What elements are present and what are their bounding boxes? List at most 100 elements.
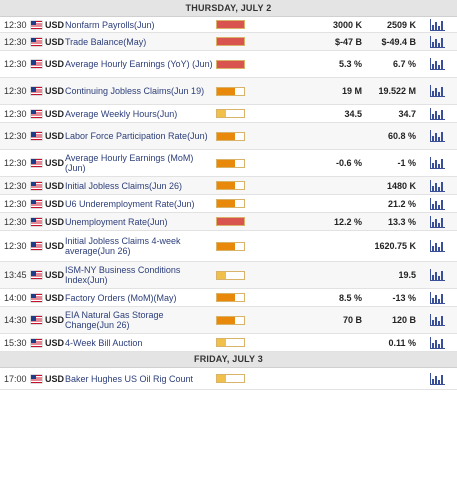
calendar-row[interactable]: 14:30 USD EIA Natural Gas Storage Change(J… — [0, 307, 457, 334]
bar-chart-icon[interactable] — [430, 107, 445, 120]
event-name[interactable]: Unemployment Rate(Jun) — [65, 213, 213, 230]
bar-chart-icon[interactable] — [430, 130, 445, 142]
event-link[interactable]: Initial Jobless Claims 4-week average(Ju… — [65, 236, 181, 256]
chart-button[interactable] — [430, 123, 446, 149]
calendar-row[interactable]: 12:30 USD Continuing Jobless Claims(Jun 19… — [0, 78, 457, 105]
calendar-row[interactable]: 17:00 USD Baker Hughes US Oil Rig Count — [0, 368, 457, 390]
event-link[interactable]: Nonfarm Payrolls(Jun) — [65, 19, 155, 30]
us-flag-icon — [31, 316, 42, 324]
currency-code: USD — [45, 270, 65, 280]
chart-button[interactable] — [430, 105, 446, 122]
event-link[interactable]: Initial Jobless Claims(Jun 26) — [65, 180, 183, 191]
event-name[interactable]: Continuing Jobless Claims(Jun 19) — [65, 78, 213, 104]
bar-chart-icon[interactable] — [430, 372, 445, 385]
impact-indicator — [216, 217, 245, 226]
flag-cell — [31, 195, 42, 212]
event-link[interactable]: EIA Natural Gas Storage Change(Jun 26) — [65, 310, 164, 330]
impact-segment — [217, 21, 226, 28]
impact-segment — [226, 182, 235, 189]
bar-chart-icon[interactable] — [430, 269, 445, 281]
chart-button[interactable] — [430, 78, 446, 104]
actual-value: 70 B — [342, 315, 362, 325]
event-name[interactable]: ISM-NY Business Conditions Index(Jun) — [65, 262, 213, 288]
event-name[interactable]: Average Hourly Earnings (YoY) (Jun) — [65, 51, 213, 77]
chart-button[interactable] — [430, 334, 446, 351]
us-flag-icon — [31, 217, 42, 226]
calendar-row[interactable]: 13:45 USD ISM-NY Business Conditions Index… — [0, 262, 457, 289]
bar-chart-icon[interactable] — [430, 314, 445, 326]
event-name[interactable]: Initial Jobless Claims 4-week average(Ju… — [65, 231, 213, 261]
bar-chart-icon[interactable] — [430, 215, 445, 228]
event-link[interactable]: Average Hourly Earnings (YoY) (Jun) — [65, 59, 213, 69]
event-name[interactable]: 4-Week Bill Auction — [65, 334, 213, 351]
currency-code: USD — [45, 19, 65, 30]
event-link[interactable]: Trade Balance(May) — [65, 36, 147, 47]
event-name[interactable]: EIA Natural Gas Storage Change(Jun 26) — [65, 307, 213, 333]
event-link[interactable]: Factory Orders (MoM)(May) — [65, 292, 177, 303]
impact-cell — [216, 150, 246, 176]
chart-button[interactable] — [430, 17, 446, 32]
calendar-row[interactable]: 12:30 USD Average Weekly Hours(Jun) 34.5 34.… — [0, 105, 457, 123]
calendar-row[interactable]: 14:00 USD Factory Orders (MoM)(May) 8.5 % -1… — [0, 289, 457, 307]
bar-chart-icon[interactable] — [430, 157, 445, 169]
event-name[interactable]: U6 Underemployment Rate(Jun) — [65, 195, 213, 212]
event-name[interactable]: Nonfarm Payrolls(Jun) — [65, 17, 213, 32]
event-link[interactable]: 4-Week Bill Auction — [65, 337, 143, 348]
event-name[interactable]: Average Hourly Earnings (MoM) (Jun) — [65, 150, 213, 176]
previous-value: 0.11 % — [388, 337, 416, 348]
us-flag-icon — [31, 20, 42, 29]
flag-cell — [31, 78, 42, 104]
event-link[interactable]: Unemployment Rate(Jun) — [65, 216, 168, 227]
calendar-row[interactable]: 12:30 USD Trade Balance(May) $-47 B $-49.4 B — [0, 33, 457, 51]
calendar-row[interactable]: 12:30 USD Average Hourly Earnings (MoM) (J… — [0, 150, 457, 177]
bar-chart-icon[interactable] — [430, 58, 445, 70]
chart-button[interactable] — [430, 51, 446, 77]
bar-chart-icon[interactable] — [430, 336, 445, 349]
chart-button[interactable] — [430, 289, 446, 306]
event-name[interactable]: Trade Balance(May) — [65, 33, 213, 50]
event-link[interactable]: Continuing Jobless Claims(Jun 19) — [65, 86, 205, 96]
chart-button[interactable] — [430, 231, 446, 261]
bar-chart-icon[interactable] — [430, 291, 445, 304]
calendar-row[interactable]: 12:30 USD Initial Jobless Claims(Jun 26) 14… — [0, 177, 457, 195]
bar-chart-icon[interactable] — [430, 85, 445, 97]
event-time: 12:30 — [4, 241, 27, 251]
event-name[interactable]: Factory Orders (MoM)(May) — [65, 289, 213, 306]
chart-button[interactable] — [430, 213, 446, 230]
event-name[interactable]: Labor Force Participation Rate(Jun) — [65, 123, 213, 149]
chart-button[interactable] — [430, 150, 446, 176]
calendar-row[interactable]: 12:30 USD Nonfarm Payrolls(Jun) 3000 K 2509 … — [0, 17, 457, 33]
calendar-row[interactable]: 12:30 USD Average Hourly Earnings (YoY) (J… — [0, 51, 457, 78]
bar-chart-icon[interactable] — [430, 35, 445, 48]
event-link[interactable]: Baker Hughes US Oil Rig Count — [65, 373, 194, 384]
event-link[interactable]: Average Hourly Earnings (MoM) (Jun) — [65, 153, 194, 173]
chart-button[interactable] — [430, 195, 446, 212]
event-link[interactable]: Labor Force Participation Rate(Jun) — [65, 131, 208, 141]
actual-value: 34.5 — [344, 108, 362, 119]
us-flag-icon — [31, 87, 42, 95]
event-link[interactable]: ISM-NY Business Conditions Index(Jun) — [65, 265, 181, 285]
chart-button[interactable] — [430, 262, 446, 288]
bar-chart-icon[interactable] — [430, 240, 445, 252]
bar-chart-icon[interactable] — [430, 179, 445, 192]
chart-button[interactable] — [430, 177, 446, 194]
calendar-row[interactable]: 12:30 USD Unemployment Rate(Jun) 12.2 % 13.3… — [0, 213, 457, 231]
bar-chart-icon[interactable] — [430, 197, 445, 210]
event-time: 12:30 — [4, 19, 27, 30]
event-name[interactable]: Average Weekly Hours(Jun) — [65, 105, 213, 122]
event-name[interactable]: Initial Jobless Claims(Jun 26) — [65, 177, 213, 194]
calendar-row[interactable]: 15:30 USD 4-Week Bill Auction 0.11 % — [0, 334, 457, 352]
event-name[interactable]: Baker Hughes US Oil Rig Count — [65, 368, 213, 389]
chart-button[interactable] — [430, 33, 446, 50]
calendar-row[interactable]: 12:30 USD Labor Force Participation Rate(J… — [0, 123, 457, 150]
event-link[interactable]: Average Weekly Hours(Jun) — [65, 108, 178, 119]
previous-value: -1 % — [397, 158, 416, 168]
calendar-row[interactable]: 12:30 USD Initial Jobless Claims 4-week av… — [0, 231, 457, 262]
calendar-row[interactable]: 12:30 USD U6 Underemployment Rate(Jun) 21.2… — [0, 195, 457, 213]
previous-value: -13 % — [392, 292, 416, 303]
chart-button[interactable] — [430, 307, 446, 333]
chart-button[interactable] — [430, 368, 446, 389]
bar-chart-icon[interactable] — [430, 18, 445, 31]
event-link[interactable]: U6 Underemployment Rate(Jun) — [65, 198, 195, 209]
impact-cell — [216, 289, 246, 306]
